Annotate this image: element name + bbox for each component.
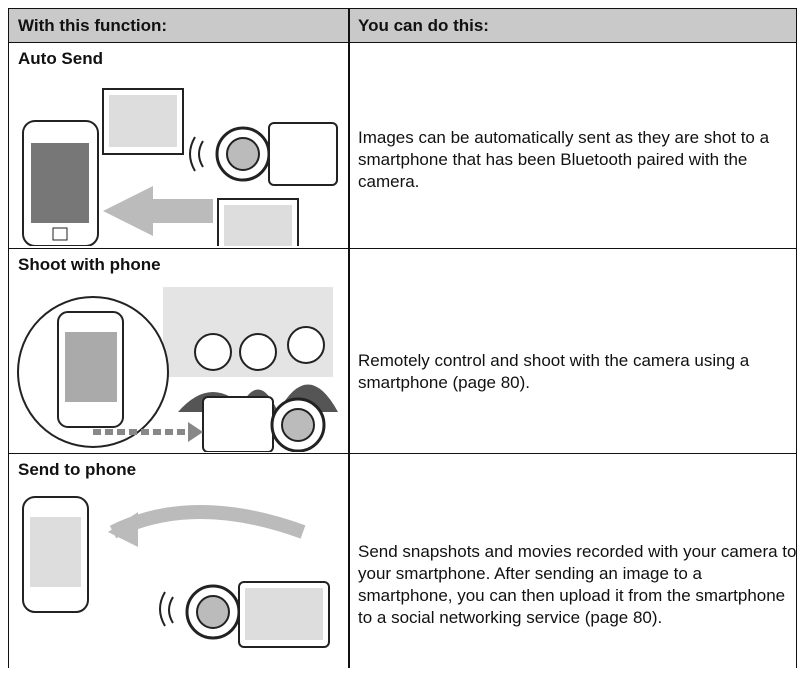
header-cell: You can do this: (358, 16, 489, 35)
function-name: Shoot with phone (18, 255, 161, 274)
function-description: Send snapshots and movies recorded with … (358, 542, 797, 627)
function-description: Remotely control and shoot with the came… (358, 351, 750, 392)
function-name: Auto Send (18, 49, 103, 68)
table: With this function: You can do this: Aut… (8, 8, 797, 668)
illustration (22, 88, 338, 246)
row: Send to phone Send snapshots and movies … (9, 454, 796, 669)
illustration (22, 496, 330, 648)
header-cell: With this function: (18, 16, 168, 35)
column-divider (348, 9, 350, 668)
illustration (17, 287, 338, 452)
function-description: Images can be automatically sent as they… (358, 128, 770, 191)
header-row: With this function: You can do this: (9, 9, 796, 43)
row: Shoot with phone Remotely control and sh… (9, 249, 796, 454)
row: Auto Send Images can be automatically se… (9, 43, 796, 249)
function-name: Send to phone (18, 460, 137, 479)
